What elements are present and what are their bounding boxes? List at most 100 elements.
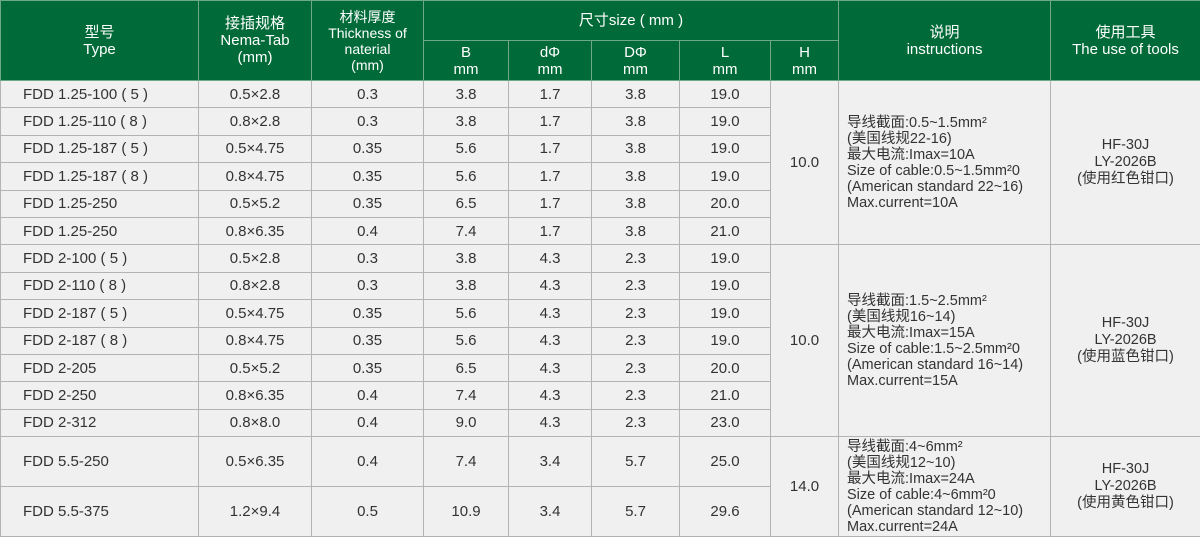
cell-type: FDD 2-100 ( 5 ) [0,244,199,273]
cell-b: 5.6 [423,134,509,164]
cell-tools: HF-30J LY-2026B (使用蓝色钳口) [1050,244,1200,438]
cell-thickness: 0.4 [311,381,424,410]
header-l: L mm [679,40,771,81]
cell-b: 3.8 [423,244,509,273]
cell-D-phi: 5.7 [591,436,680,488]
cell-b: 5.6 [423,299,509,328]
cell-type: FDD 2-187 ( 8 ) [0,326,199,355]
cell-b: 6.5 [423,189,509,218]
cell-l: 20.0 [679,189,771,218]
table-row: FDD 1.25-250 0.8×6.35 0.4 7.4 1.7 3.8 21.0 [0,216,1200,246]
cell-type: FDD 2-110 ( 8 ) [0,271,199,301]
table-row: FDD 2-205 0.5×5.2 0.35 6.5 4.3 2.3 20.0 [0,353,1200,383]
cell-h: 10.0 [769,79,840,246]
cell-l: 19.0 [679,326,771,355]
header-b: B mm [423,40,509,81]
cell-type: FDD 5.5-250 [0,436,199,488]
cell-thickness: 0.35 [311,353,424,383]
cell-nema-tab: 1.2×9.4 [198,486,312,538]
cell-l: 21.0 [679,216,771,246]
header-tools: 使用工具 The use of tools [1050,0,1200,81]
cell-nema-tab: 0.5×4.75 [198,299,312,328]
cell-nema-tab: 0.5×2.8 [198,244,312,273]
table-row: FDD 2-250 0.8×6.35 0.4 7.4 4.3 2.3 21.0 [0,381,1200,410]
cell-type: FDD 1.25-110 ( 8 ) [0,107,199,136]
cell-instructions: 导线截面:4~6mm² (美国线规12~10) 最大电流:Imax=24A Si… [838,436,1052,538]
table-row: FDD 2-312 0.8×8.0 0.4 9.0 4.3 2.3 23.0 [0,408,1200,438]
cell-instructions: 导线截面:0.5~1.5mm² (美国线规22-16) 最大电流:Imax=10… [838,79,1052,246]
cell-D-phi: 3.8 [591,134,680,164]
header-type: 型号 Type [0,0,199,81]
cell-D-phi: 3.8 [591,189,680,218]
table-row: FDD 5.5-250 0.5×6.35 0.4 7.4 3.4 5.7 25.0 14.0 导… [0,436,1200,538]
cell-D-phi: 2.3 [591,408,680,438]
header-D-phi: DΦ mm [591,40,680,81]
cell-type: FDD 1.25-250 [0,216,199,246]
cell-d-phi: 4.3 [508,244,592,273]
cell-b: 5.6 [423,162,509,191]
cell-tools: HF-30J LY-2026B (使用红色钳口) [1050,79,1200,246]
table-row: FDD 1.25-187 ( 8 ) 0.8×4.75 0.35 5.6 1.7 3.8 1… [0,162,1200,191]
cell-nema-tab: 0.8×6.35 [198,216,312,246]
cell-type: FDD 1.25-187 ( 5 ) [0,134,199,164]
cell-b: 10.9 [423,486,509,538]
cell-nema-tab: 0.8×4.75 [198,326,312,355]
cell-d-phi: 4.3 [508,271,592,301]
cell-D-phi: 3.8 [591,79,680,109]
cell-h: 14.0 [769,436,840,538]
cell-thickness: 0.3 [311,244,424,273]
cell-D-phi: 2.3 [591,381,680,410]
header-nema-tab: 接插规格 Nema-Tab (mm) [198,0,312,81]
table-row: FDD 1.25-250 0.5×5.2 0.35 6.5 1.7 3.8 20.0 [0,189,1200,218]
cell-l: 21.0 [679,381,771,410]
cell-nema-tab: 0.8×2.8 [198,271,312,301]
cell-D-phi: 5.7 [591,486,680,538]
cell-nema-tab: 0.5×4.75 [198,134,312,164]
table-row: FDD 5.5-375 1.2×9.4 0.5 10.9 3.4 5.7 29.6 [0,486,1200,538]
cell-l: 25.0 [679,436,771,488]
cell-b: 3.8 [423,271,509,301]
table-row: FDD 1.25-187 ( 5 ) 0.5×4.75 0.35 5.6 1.7 3.8 1… [0,134,1200,164]
cell-thickness: 0.35 [311,162,424,191]
header-size: 尺寸size ( mm ) [422,0,840,41]
cell-nema-tab: 0.5×5.2 [198,353,312,383]
cell-l: 19.0 [679,162,771,191]
cell-type: FDD 1.25-100 ( 5 ) [0,79,199,109]
cell-D-phi: 3.8 [591,162,680,191]
cell-l: 19.0 [679,134,771,164]
cell-type: FDD 2-312 [0,408,199,438]
table-row: FDD 2-187 ( 8 ) 0.8×4.75 0.35 5.6 4.3 2.3 19.0 [0,326,1200,355]
cell-thickness: 0.4 [311,436,424,488]
table-row: FDD 1.25-110 ( 8 ) 0.8×2.8 0.3 3.8 1.7 3.8 19.… [0,107,1200,136]
cell-d-phi: 1.7 [508,189,592,218]
cell-D-phi: 2.3 [591,353,680,383]
cell-b: 7.4 [423,436,509,488]
cell-thickness: 0.3 [311,107,424,136]
cell-b: 7.4 [423,216,509,246]
header-instructions: 说明 instructions [838,0,1052,81]
cell-d-phi: 4.3 [508,326,592,355]
cell-thickness: 0.35 [311,299,424,328]
cell-l: 19.0 [679,299,771,328]
cell-instructions: 导线截面:1.5~2.5mm² (美国线规16~14) 最大电流:Imax=15… [838,244,1052,438]
cell-thickness: 0.35 [311,326,424,355]
cell-d-phi: 1.7 [508,162,592,191]
cell-b: 9.0 [423,408,509,438]
cell-nema-tab: 0.5×2.8 [198,79,312,109]
cell-tools: HF-30J LY-2026B (使用黄色钳口) [1050,436,1200,538]
header-d-phi: dΦ mm [508,40,592,81]
cell-nema-tab: 0.8×8.0 [198,408,312,438]
cell-d-phi: 4.3 [508,408,592,438]
cell-D-phi: 2.3 [591,244,680,273]
cell-l: 29.6 [679,486,771,538]
cell-d-phi: 3.4 [508,486,592,538]
cell-nema-tab: 0.8×2.8 [198,107,312,136]
cell-h: 10.0 [769,244,840,438]
header-h: H mm [769,40,840,81]
cell-b: 6.5 [423,353,509,383]
cell-nema-tab: 0.8×4.75 [198,162,312,191]
cell-type: FDD 2-250 [0,381,199,410]
cell-nema-tab: 0.8×6.35 [198,381,312,410]
cell-d-phi: 1.7 [508,107,592,136]
